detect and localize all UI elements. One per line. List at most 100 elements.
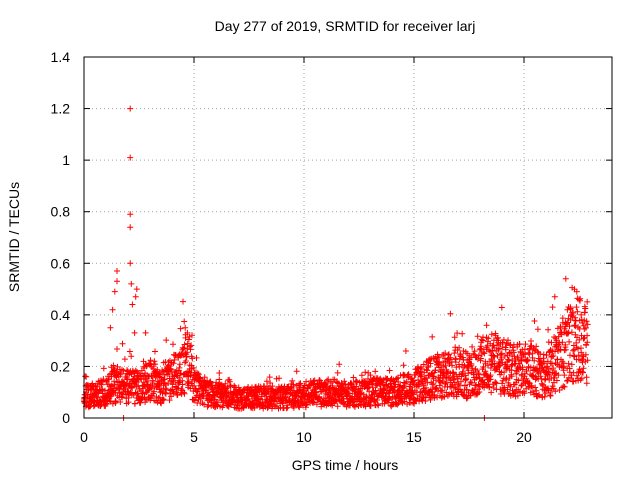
data-point bbox=[350, 374, 357, 381]
data-point bbox=[125, 368, 131, 375]
data-point bbox=[480, 364, 487, 371]
data-point bbox=[491, 353, 498, 360]
data-point bbox=[575, 345, 581, 352]
data-point bbox=[572, 323, 579, 330]
data-point bbox=[478, 345, 485, 352]
data-point bbox=[565, 360, 572, 367]
data-point bbox=[583, 380, 590, 387]
data-point bbox=[205, 402, 212, 409]
data-point bbox=[418, 365, 425, 372]
data-point bbox=[439, 387, 446, 394]
data-point bbox=[111, 288, 118, 295]
data-point bbox=[182, 324, 189, 331]
data-point bbox=[468, 361, 475, 367]
data-point bbox=[222, 380, 229, 387]
data-point bbox=[531, 318, 538, 324]
data-point bbox=[465, 367, 472, 374]
axis-ticks: 0 0.2 0.4 0.6 0.8 1 1.2 1.4 0 5 10 15 20 bbox=[51, 49, 612, 445]
data-point bbox=[132, 378, 139, 385]
data-point bbox=[358, 390, 365, 397]
data-point bbox=[166, 397, 173, 404]
data-point bbox=[129, 301, 136, 308]
data-point bbox=[487, 376, 494, 383]
data-point bbox=[170, 341, 176, 348]
data-point bbox=[549, 304, 556, 311]
data-point bbox=[367, 402, 374, 409]
data-point bbox=[400, 384, 407, 391]
data-point bbox=[103, 400, 110, 407]
data-point bbox=[180, 345, 187, 352]
data-point bbox=[374, 401, 381, 408]
data-point bbox=[402, 348, 409, 354]
data-point bbox=[172, 369, 179, 376]
data-point bbox=[584, 332, 591, 339]
data-point bbox=[290, 381, 297, 388]
data-point bbox=[508, 373, 515, 380]
data-point bbox=[463, 395, 470, 402]
data-point bbox=[502, 346, 509, 353]
data-point bbox=[477, 355, 484, 362]
data-point bbox=[459, 330, 466, 337]
data-point bbox=[566, 338, 573, 345]
data-point bbox=[429, 333, 436, 340]
data-point bbox=[483, 322, 490, 329]
data-point bbox=[227, 383, 234, 390]
data-point bbox=[456, 344, 463, 351]
data-point bbox=[492, 379, 499, 386]
data-point bbox=[562, 346, 569, 353]
data-point bbox=[527, 343, 534, 350]
data-point bbox=[577, 295, 584, 302]
data-point bbox=[213, 379, 220, 386]
data-point bbox=[503, 340, 510, 347]
data-point bbox=[555, 372, 562, 379]
data-point bbox=[201, 401, 208, 408]
data-point bbox=[355, 393, 362, 400]
data-point bbox=[561, 372, 568, 379]
data-point bbox=[547, 392, 554, 399]
data-point bbox=[341, 378, 348, 385]
data-point bbox=[293, 392, 300, 399]
data-point bbox=[316, 393, 323, 400]
data-point bbox=[561, 383, 568, 390]
data-point bbox=[334, 403, 341, 410]
data-point bbox=[507, 383, 514, 390]
data-point bbox=[293, 368, 300, 375]
data-point bbox=[160, 396, 167, 403]
data-point bbox=[488, 331, 495, 338]
data-point bbox=[366, 388, 373, 395]
data-point bbox=[181, 318, 188, 325]
data-point bbox=[463, 386, 470, 393]
data-point bbox=[137, 399, 144, 406]
data-point bbox=[505, 337, 511, 344]
data-point bbox=[439, 378, 446, 385]
data-point bbox=[487, 365, 494, 371]
data-point bbox=[151, 358, 158, 365]
data-point bbox=[375, 402, 382, 409]
data-point bbox=[510, 349, 517, 356]
data-point bbox=[316, 377, 323, 383]
data-point bbox=[537, 373, 544, 380]
data-point bbox=[524, 357, 531, 364]
data-point bbox=[114, 278, 120, 285]
data-point bbox=[282, 393, 288, 400]
data-point bbox=[142, 329, 149, 336]
data-point bbox=[450, 389, 457, 396]
data-point bbox=[392, 381, 399, 388]
data-point bbox=[469, 343, 476, 350]
data-point bbox=[180, 389, 187, 396]
data-point bbox=[324, 377, 330, 384]
data-point bbox=[570, 347, 577, 354]
data-point bbox=[571, 353, 578, 360]
data-point bbox=[560, 383, 567, 390]
data-point bbox=[522, 350, 529, 357]
data-point bbox=[195, 371, 202, 378]
data-point bbox=[121, 356, 128, 363]
data-point bbox=[149, 378, 156, 384]
data-point bbox=[532, 376, 539, 383]
data-point bbox=[506, 356, 512, 363]
data-point bbox=[284, 404, 291, 411]
data-point bbox=[567, 352, 573, 359]
data-point bbox=[557, 346, 564, 353]
data-point bbox=[584, 298, 591, 305]
data-point bbox=[541, 393, 548, 400]
